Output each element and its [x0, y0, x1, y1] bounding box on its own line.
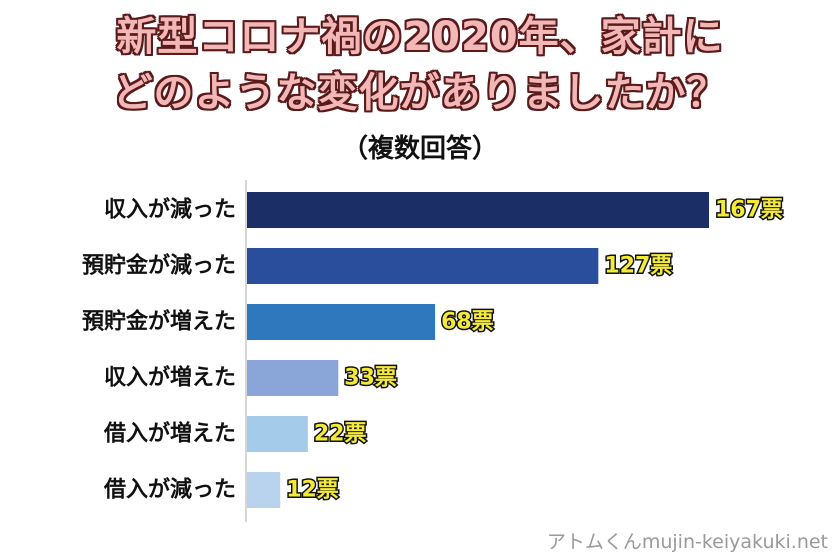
value-label: 12票	[286, 478, 339, 503]
category-label: 収入が減った	[104, 197, 236, 223]
value-label: 127票	[604, 254, 672, 279]
category-label: 収入が増えた	[104, 365, 236, 391]
bar	[247, 248, 599, 284]
category-label: 預貯金が増えた	[82, 309, 236, 335]
source-credit: アトムくんmujin-keiyakuki.net	[546, 531, 828, 553]
chart-title-line-2: どのような変化がありましたか？	[112, 70, 728, 116]
bar	[247, 472, 281, 508]
bar	[247, 304, 436, 340]
chart-title-line-1: 新型コロナ禍の2020年、家計に	[116, 14, 724, 60]
bar	[247, 192, 709, 228]
value-label: 167票	[715, 198, 783, 223]
bar	[247, 360, 339, 396]
bar	[247, 416, 308, 452]
category-label: 借入が減った	[103, 477, 236, 503]
category-label: 預貯金が減った	[82, 253, 236, 279]
category-label: 借入が増えた	[103, 421, 236, 447]
value-label: 22票	[314, 422, 367, 447]
chart-subtitle: （複数回答）	[341, 134, 498, 164]
value-label: 68票	[441, 310, 494, 335]
value-label: 33票	[344, 366, 397, 391]
